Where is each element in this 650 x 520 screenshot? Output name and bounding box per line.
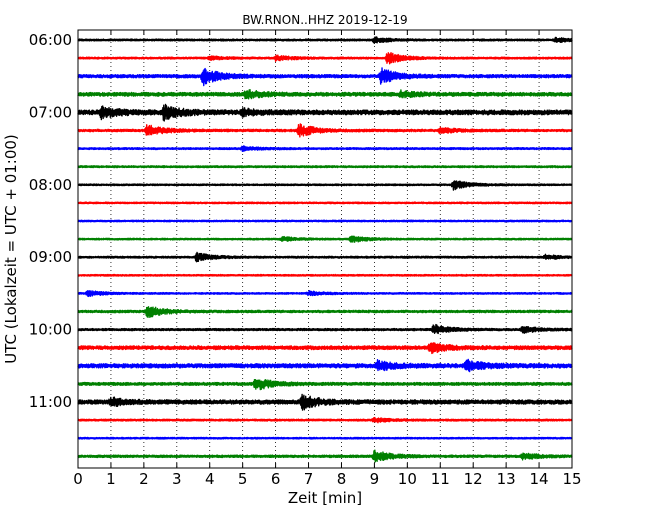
- seismogram-trace: [77, 235, 573, 243]
- seismogram-trace: [77, 436, 573, 440]
- x-tick-label: 9: [370, 470, 380, 488]
- x-tick-label: 8: [337, 470, 347, 488]
- seismogram-trace: [77, 342, 573, 355]
- x-tick-label: 12: [464, 470, 483, 488]
- seismogram-trace: [77, 323, 573, 335]
- traces: [77, 36, 573, 463]
- y-tick-label: 08:00: [29, 176, 72, 194]
- x-tick-label: 11: [431, 470, 450, 488]
- x-tick-label: 4: [205, 470, 215, 488]
- x-tick-label: 0: [73, 470, 83, 488]
- seismogram-trace: [77, 103, 573, 122]
- chart-title: BW.RNON..HHZ 2019-12-19: [242, 13, 407, 27]
- seismogram-trace: [77, 358, 573, 373]
- x-tick-label: 2: [139, 470, 149, 488]
- plot-frame: [77, 29, 573, 469]
- seismogram-trace: [77, 67, 573, 87]
- seismogram-trace: [77, 201, 573, 205]
- seismogram-trace: [77, 306, 573, 318]
- seismogram-trace: [77, 36, 573, 44]
- seismogram-trace: [77, 123, 573, 138]
- seismogram-trace: [77, 378, 573, 391]
- x-tick-label: 6: [271, 470, 281, 488]
- x-tick-label: 14: [530, 470, 549, 488]
- y-tick-label: 07:00: [29, 103, 72, 121]
- y-tick-label: 10:00: [29, 321, 72, 339]
- seismogram-trace: [77, 145, 573, 152]
- x-tick-label: 10: [398, 470, 417, 488]
- y-tick-label: 06:00: [29, 31, 72, 49]
- x-tick-label: 15: [562, 470, 581, 488]
- seismogram-trace: [77, 180, 573, 191]
- y-tick-label: 09:00: [29, 248, 72, 266]
- x-tick-label: 1: [106, 470, 116, 488]
- seismogram-trace: [77, 52, 573, 65]
- seismogram-trace: [77, 88, 573, 100]
- x-axis-ticks: 0 1 2 3 4 5 6 7 8 9 10 11 12 13 14 15: [73, 30, 582, 488]
- seismogram-trace: [77, 251, 573, 263]
- x-tick-label: 3: [172, 470, 182, 488]
- seismogram-trace: [77, 165, 573, 169]
- seismogram-trace: [77, 393, 573, 411]
- seismogram-trace: [77, 273, 573, 277]
- x-axis-label: Zeit [min]: [288, 489, 362, 507]
- seismogram-trace: [77, 290, 573, 298]
- y-axis-label: UTC (Lokalzeit = UTC + 01:00): [2, 134, 20, 364]
- y-axis-ticks: 06:00 07:00 08:00 09:00 10:00 11:00: [29, 31, 572, 411]
- seismogram-trace: [77, 416, 573, 424]
- x-tick-label: 5: [238, 470, 248, 488]
- seismogram-trace: [77, 219, 573, 223]
- y-tick-label: 11:00: [29, 393, 72, 411]
- x-tick-label: 13: [497, 470, 516, 488]
- seismogram-trace: [77, 449, 573, 463]
- x-tick-label: 7: [304, 470, 314, 488]
